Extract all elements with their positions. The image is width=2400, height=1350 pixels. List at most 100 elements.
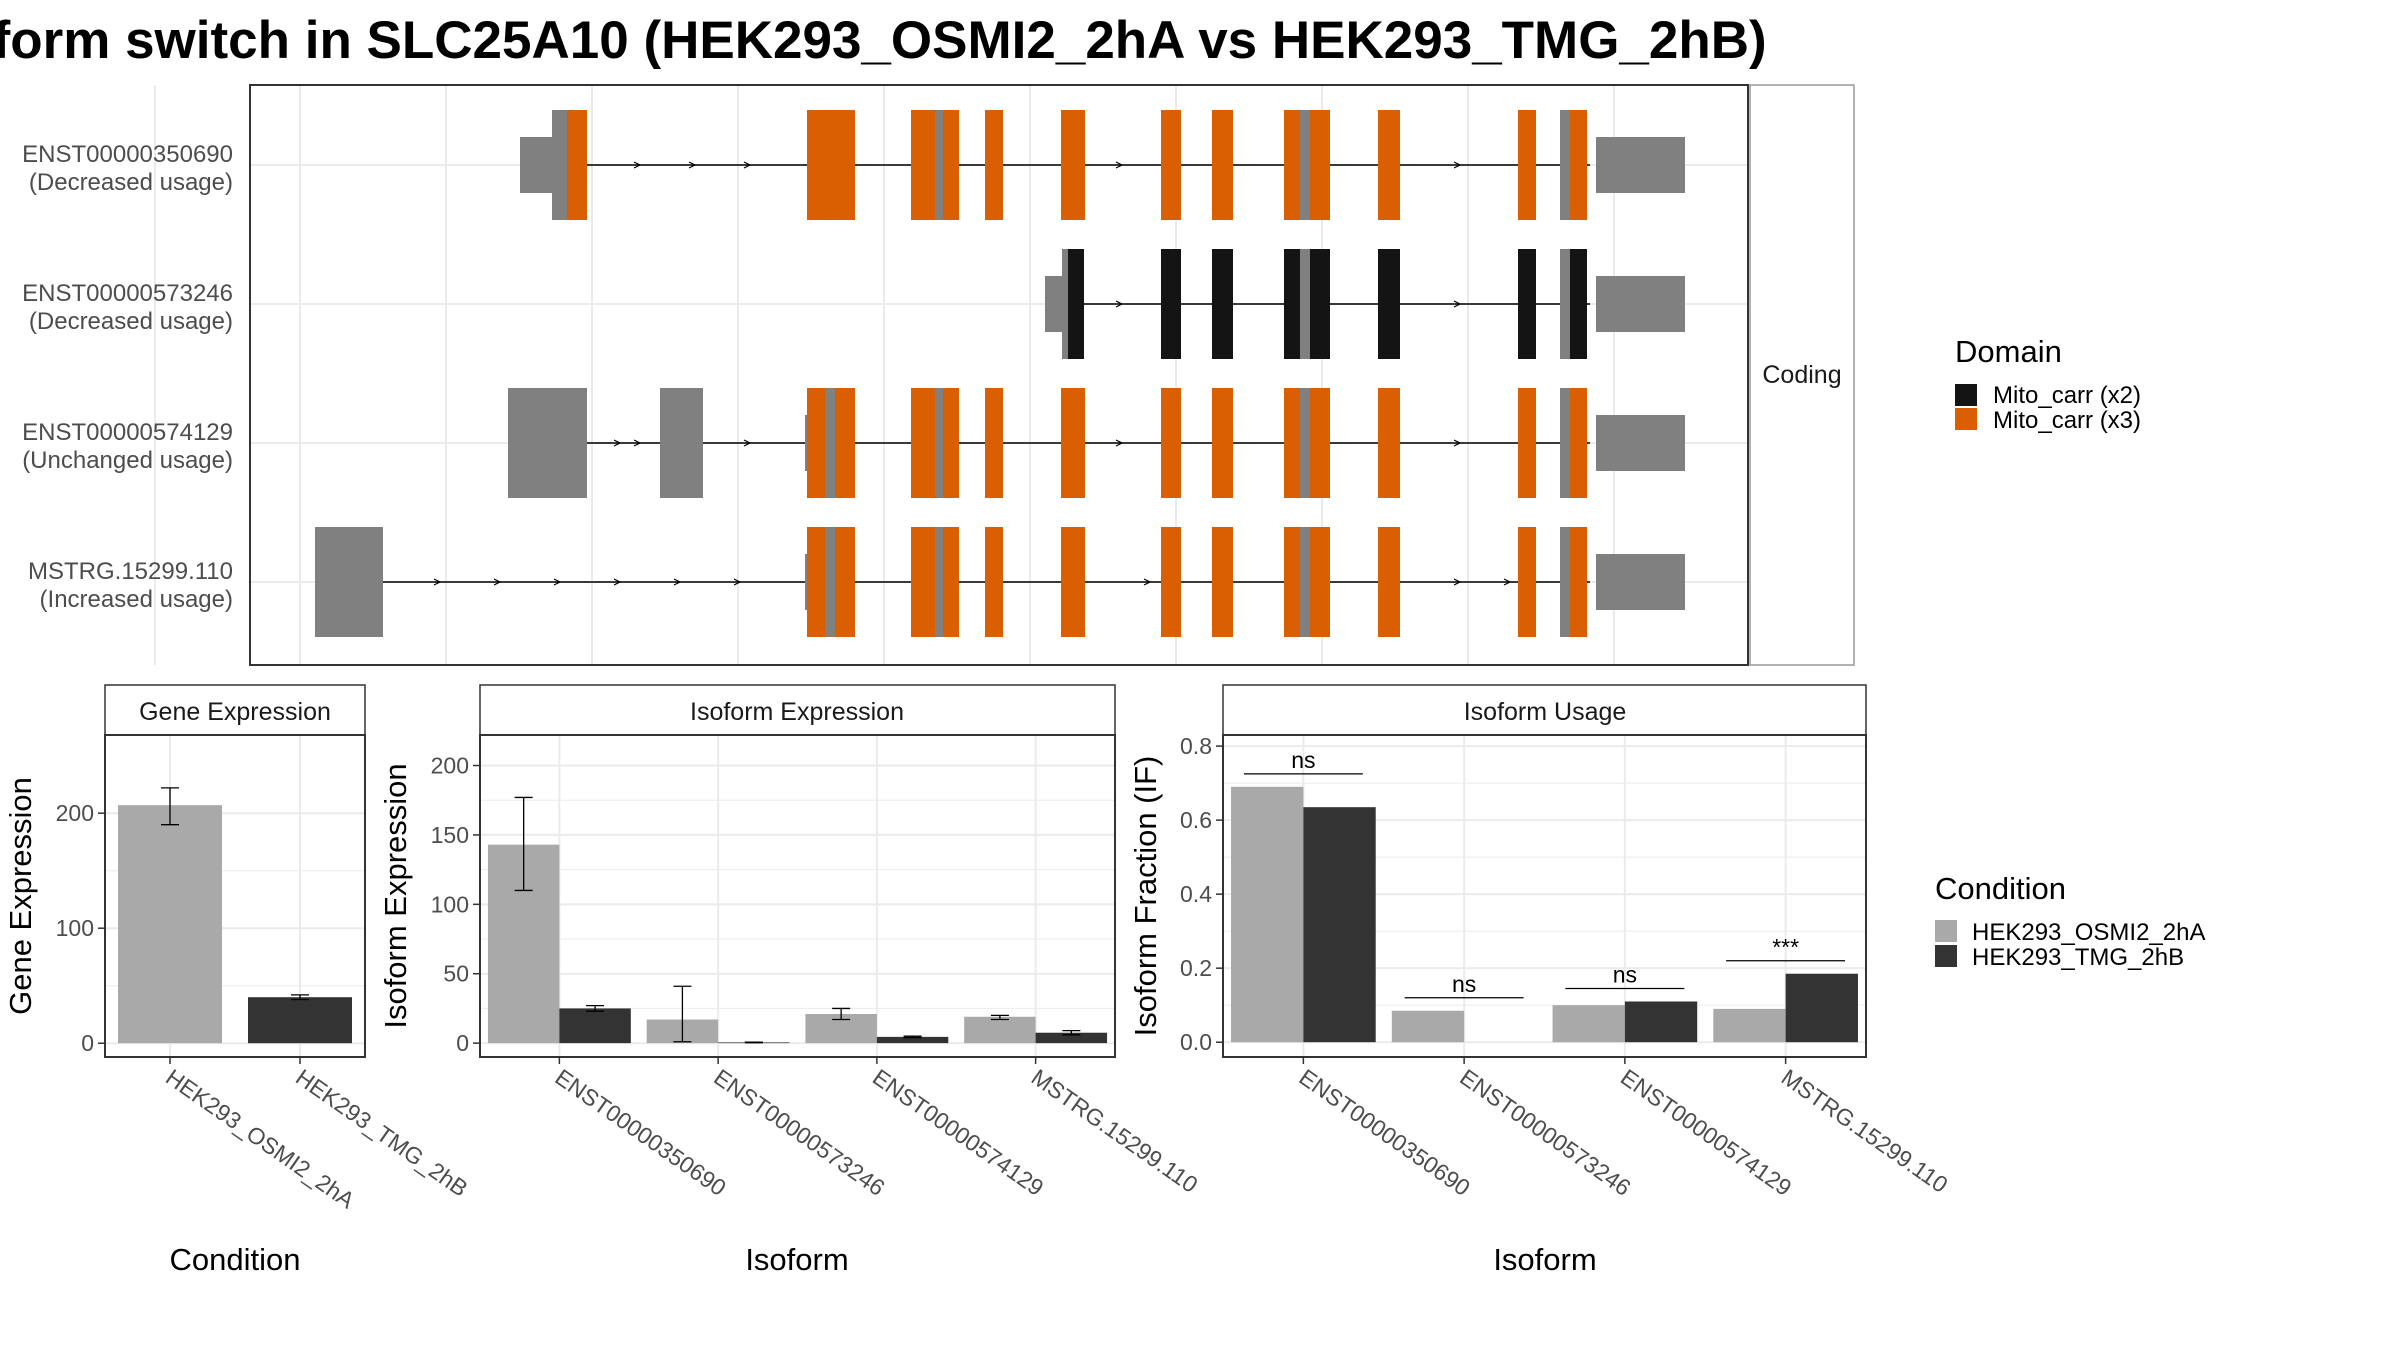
x-tick-label: ENST00000573246 [1455, 1064, 1635, 1201]
x-tick-label: ENST00000573246 [709, 1064, 889, 1201]
isoform-usage-panel: Isoform Usage 0.0 0.2 0.4 0.6 0.8 ns ns ns *** EN… [1128, 684, 1953, 1277]
transcript-track [508, 388, 1685, 498]
direction-arrow-icon [733, 578, 742, 586]
legend-label: Mito_carr (x3) [1993, 407, 2141, 434]
isoform-expression-plot: 0 50 100 150 200 ENST00000350690ENST000005732… [431, 735, 1203, 1201]
y-tick-label: 0.2 [1180, 955, 1212, 981]
utr-exon [1596, 554, 1685, 610]
domain-exon [943, 527, 959, 637]
direction-arrow-icon [613, 578, 622, 586]
domain-exon [1284, 249, 1300, 359]
domain-exon [1061, 388, 1085, 498]
direction-arrow-icon [1115, 300, 1124, 308]
significance-label: ns [1452, 971, 1476, 997]
bar [118, 805, 222, 1044]
significance-label: *** [1772, 934, 1799, 960]
non-domain-exon-segment [825, 527, 835, 637]
non-domain-exon-segment [1560, 527, 1570, 637]
direction-arrow-icon [613, 439, 622, 447]
domain-exon [1378, 249, 1400, 359]
panel-title: Isoform Usage [1464, 698, 1627, 726]
y-tick-label: 50 [443, 961, 469, 987]
y-tick-label: 200 [431, 753, 469, 779]
y-tick-label: 0.8 [1180, 733, 1212, 759]
direction-arrow-icon [743, 161, 752, 169]
transcript-id-label: MSTRG.15299.110 [28, 558, 233, 585]
non-domain-exon-segment [1300, 110, 1310, 220]
domain-exon [911, 110, 935, 220]
domain-exon [1161, 249, 1181, 359]
utr-exon [1596, 137, 1685, 193]
y-tick-label: 0.6 [1180, 807, 1212, 833]
domain-legend: Domain Mito_carr (x2) Mito_carr (x3) [1955, 334, 2141, 434]
y-tick-label: 0 [81, 1030, 94, 1056]
bar [1391, 1010, 1465, 1043]
transcript-labels: ENST00000350690 (Decreased usage) ENST00… [22, 141, 233, 613]
direction-arrow-icon [1453, 578, 1462, 586]
y-tick-label: 100 [431, 891, 469, 917]
legend-key-condition-b [1935, 945, 1957, 967]
domain-exon [1518, 249, 1536, 359]
bar [876, 1036, 949, 1044]
bar [1231, 786, 1304, 1043]
domain-exon [1310, 110, 1330, 220]
significance-label: ns [1291, 747, 1315, 773]
non-domain-exon-segment [1062, 249, 1068, 359]
plot-title: Isoform switch in SLC25A10 (HEK293_OSMI2… [0, 11, 1767, 70]
domain-exon [1061, 527, 1085, 637]
panel-border [1222, 734, 1867, 1058]
significance-label: ns [1613, 962, 1637, 988]
isoform-expression-panel: Isoform Expression 0 50 100 150 200 ENST00000… [378, 684, 1203, 1277]
direction-arrow-icon [1453, 300, 1462, 308]
transcript-usage-label: (Decreased usage) [29, 308, 233, 335]
condition-legend-title: Condition [1935, 871, 2066, 906]
x-tick-label: ENST00000574129 [1616, 1064, 1796, 1201]
transcript-tracks [315, 110, 1685, 637]
transcript-usage-label: (Unchanged usage) [22, 447, 233, 474]
domain-exon [1310, 388, 1330, 498]
x-tick-label: ENST00000350690 [1295, 1064, 1475, 1201]
transcript-track [1045, 249, 1685, 359]
domain-exon [1161, 527, 1181, 637]
transcript-track [315, 527, 1685, 637]
utr-exon [315, 527, 383, 637]
domain-exon [985, 527, 1003, 637]
y-tick-label: 200 [56, 800, 94, 826]
condition-legend: Condition HEK293_OSMI2_2hA HEK293_TMG_2h… [1935, 871, 2205, 971]
direction-arrow-icon [743, 439, 752, 447]
domain-exon [807, 110, 855, 220]
bar [1303, 807, 1376, 1043]
direction-arrow-icon [1453, 439, 1462, 447]
non-domain-exon-segment [552, 110, 567, 220]
non-domain-exon-segment [1560, 388, 1570, 498]
bar [1713, 1008, 1786, 1043]
y-tick-label: 0 [456, 1030, 469, 1056]
direction-arrow-icon [1115, 439, 1124, 447]
direction-arrow-icon [1143, 578, 1152, 586]
transcript-id-label: ENST00000350690 [22, 141, 233, 168]
legend-label: Mito_carr (x2) [1993, 382, 2141, 409]
non-domain-exon-segment [1560, 110, 1570, 220]
domain-exon [1518, 388, 1536, 498]
bar [248, 997, 352, 1044]
transcript-id-label: ENST00000574129 [22, 419, 233, 446]
domain-exon [1378, 110, 1400, 220]
domain-exon [985, 388, 1003, 498]
domain-exon [1212, 388, 1233, 498]
transcript-usage-label: (Decreased usage) [29, 169, 233, 196]
y-axis-title: Gene Expression [3, 777, 38, 1015]
bar [559, 1008, 631, 1044]
structure-panel: Coding ENST00000350690 (Decreased usage)… [22, 84, 1855, 666]
non-domain-exon-segment [935, 110, 943, 220]
domain-exon [1284, 110, 1300, 220]
x-tick-label: ENST00000350690 [551, 1064, 731, 1201]
transcript-usage-label: (Increased usage) [40, 586, 233, 613]
non-domain-exon-segment [825, 388, 835, 498]
transcript-track [520, 110, 1685, 220]
domain-exon [1061, 110, 1085, 220]
non-domain-exon-segment [1560, 249, 1570, 359]
y-axis-title: Isoform Expression [378, 763, 413, 1028]
facet-strip [1749, 84, 1855, 666]
legend-label: HEK293_OSMI2_2hA [1972, 919, 2205, 946]
